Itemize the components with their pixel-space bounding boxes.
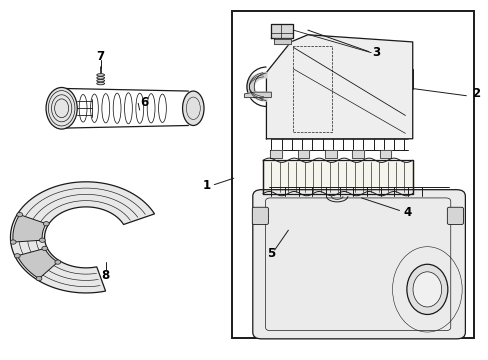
Polygon shape — [297, 149, 309, 158]
Polygon shape — [325, 149, 336, 158]
Polygon shape — [379, 149, 390, 158]
Polygon shape — [271, 24, 293, 39]
Ellipse shape — [46, 87, 77, 129]
Text: 5: 5 — [266, 247, 275, 260]
Ellipse shape — [10, 240, 16, 244]
Ellipse shape — [412, 272, 441, 307]
Polygon shape — [273, 39, 290, 44]
Text: 2: 2 — [471, 87, 479, 100]
FancyBboxPatch shape — [252, 190, 465, 339]
Ellipse shape — [14, 254, 20, 258]
Ellipse shape — [97, 82, 104, 85]
Text: 7: 7 — [97, 50, 104, 63]
Polygon shape — [10, 182, 154, 293]
Text: 6: 6 — [140, 96, 148, 109]
Text: 4: 4 — [403, 206, 411, 219]
FancyBboxPatch shape — [252, 207, 268, 225]
Ellipse shape — [40, 238, 45, 242]
Polygon shape — [263, 160, 412, 194]
Bar — [263, 160, 412, 194]
Wedge shape — [246, 72, 266, 101]
Ellipse shape — [182, 91, 203, 126]
Ellipse shape — [42, 246, 48, 251]
Ellipse shape — [97, 74, 104, 76]
FancyBboxPatch shape — [447, 207, 463, 225]
Bar — [232, 12, 473, 338]
Ellipse shape — [36, 276, 42, 281]
Polygon shape — [266, 35, 412, 139]
Polygon shape — [351, 149, 363, 158]
Ellipse shape — [97, 77, 104, 79]
Ellipse shape — [17, 212, 22, 217]
Text: 1: 1 — [202, 179, 210, 192]
Polygon shape — [244, 92, 271, 98]
Text: 8: 8 — [101, 269, 109, 282]
Ellipse shape — [55, 260, 61, 264]
Polygon shape — [13, 215, 46, 242]
Ellipse shape — [97, 80, 104, 82]
Ellipse shape — [406, 264, 447, 315]
Ellipse shape — [43, 222, 49, 226]
Polygon shape — [270, 149, 282, 158]
Polygon shape — [17, 248, 58, 279]
Text: 3: 3 — [371, 46, 380, 59]
